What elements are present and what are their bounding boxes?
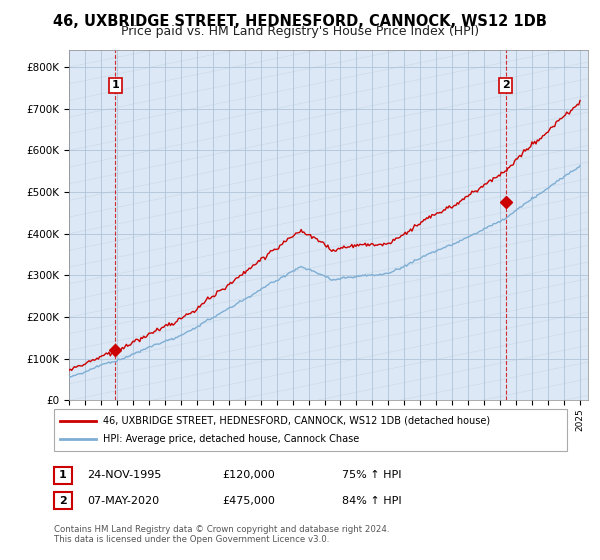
Text: 07-MAY-2020: 07-MAY-2020 xyxy=(87,496,159,506)
Text: 1: 1 xyxy=(59,470,67,480)
Text: HPI: Average price, detached house, Cannock Chase: HPI: Average price, detached house, Cann… xyxy=(103,434,359,444)
Text: 84% ↑ HPI: 84% ↑ HPI xyxy=(342,496,401,506)
Text: Price paid vs. HM Land Registry's House Price Index (HPI): Price paid vs. HM Land Registry's House … xyxy=(121,25,479,38)
Text: 24-NOV-1995: 24-NOV-1995 xyxy=(87,470,161,480)
Text: Contains HM Land Registry data © Crown copyright and database right 2024.
This d: Contains HM Land Registry data © Crown c… xyxy=(54,525,389,544)
Text: 46, UXBRIDGE STREET, HEDNESFORD, CANNOCK, WS12 1DB (detached house): 46, UXBRIDGE STREET, HEDNESFORD, CANNOCK… xyxy=(103,416,490,426)
Text: 2: 2 xyxy=(502,81,509,90)
Text: 1: 1 xyxy=(112,81,119,90)
Text: £120,000: £120,000 xyxy=(222,470,275,480)
Text: 75% ↑ HPI: 75% ↑ HPI xyxy=(342,470,401,480)
Text: £475,000: £475,000 xyxy=(222,496,275,506)
Text: 46, UXBRIDGE STREET, HEDNESFORD, CANNOCK, WS12 1DB: 46, UXBRIDGE STREET, HEDNESFORD, CANNOCK… xyxy=(53,14,547,29)
Text: 2: 2 xyxy=(59,496,67,506)
